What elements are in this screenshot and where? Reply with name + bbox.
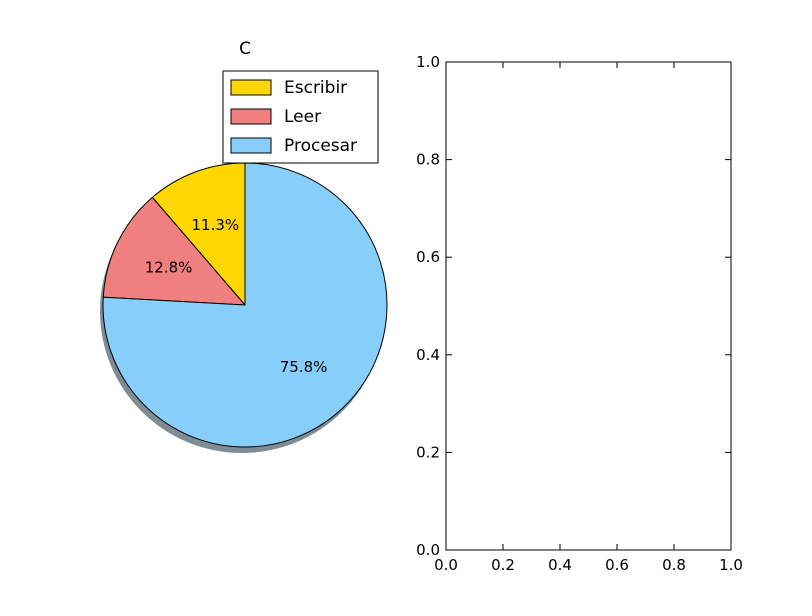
legend-swatch-procesar: [230, 137, 272, 154]
pie-slice-procesar: [102, 162, 388, 448]
legend-swatch-escribir: [230, 79, 272, 96]
x-tick-label: 0.6: [605, 556, 629, 574]
pie-label-procesar: 75.8%: [280, 358, 328, 376]
y-tick-label: 0.6: [416, 248, 440, 266]
pie-label-leer: 12.8%: [145, 258, 193, 276]
y-tick-label: 0.8: [416, 151, 440, 169]
pie-labels: 11.3% 12.8% 75.8%: [145, 216, 328, 376]
legend-label-leer: Leer: [284, 107, 321, 127]
x-tick-label: 0.8: [662, 556, 686, 574]
pie-chart: C 11.3% 12.8% 75.8% Escribir Leer Procesar: [100, 39, 388, 453]
pie-slice-leer: [102, 196, 247, 306]
pie-slices: [102, 162, 388, 448]
x-tick-label: 0.4: [548, 556, 572, 574]
y-axis-ticks: 0.0 0.2 0.4 0.6 0.8 1.0: [416, 53, 731, 559]
x-tick-label: 1.0: [719, 556, 743, 574]
x-tick-label: 0.2: [491, 556, 515, 574]
legend-label-escribir: Escribir: [284, 78, 347, 98]
x-axis-ticks: 0.0 0.2 0.4 0.6 0.8 1.0: [434, 62, 743, 574]
legend-label-procesar: Procesar: [284, 136, 357, 156]
pie-label-escribir: 11.3%: [192, 216, 240, 234]
y-tick-label: 0.2: [416, 443, 440, 461]
axes-frame: [445, 61, 732, 551]
pie-title: C: [239, 39, 251, 59]
y-tick-label: 0.0: [416, 541, 440, 559]
empty-axes: 0.0 0.2 0.4 0.6 0.8 1.0 0.0 0.2 0.4 0.6 0.8 1.0: [416, 53, 743, 574]
legend: Escribir Leer Procesar: [222, 70, 379, 164]
legend-swatch-leer: [230, 108, 272, 125]
y-tick-label: 0.4: [416, 346, 440, 364]
x-tick-label: 0.0: [434, 556, 458, 574]
y-tick-label: 1.0: [416, 53, 440, 71]
